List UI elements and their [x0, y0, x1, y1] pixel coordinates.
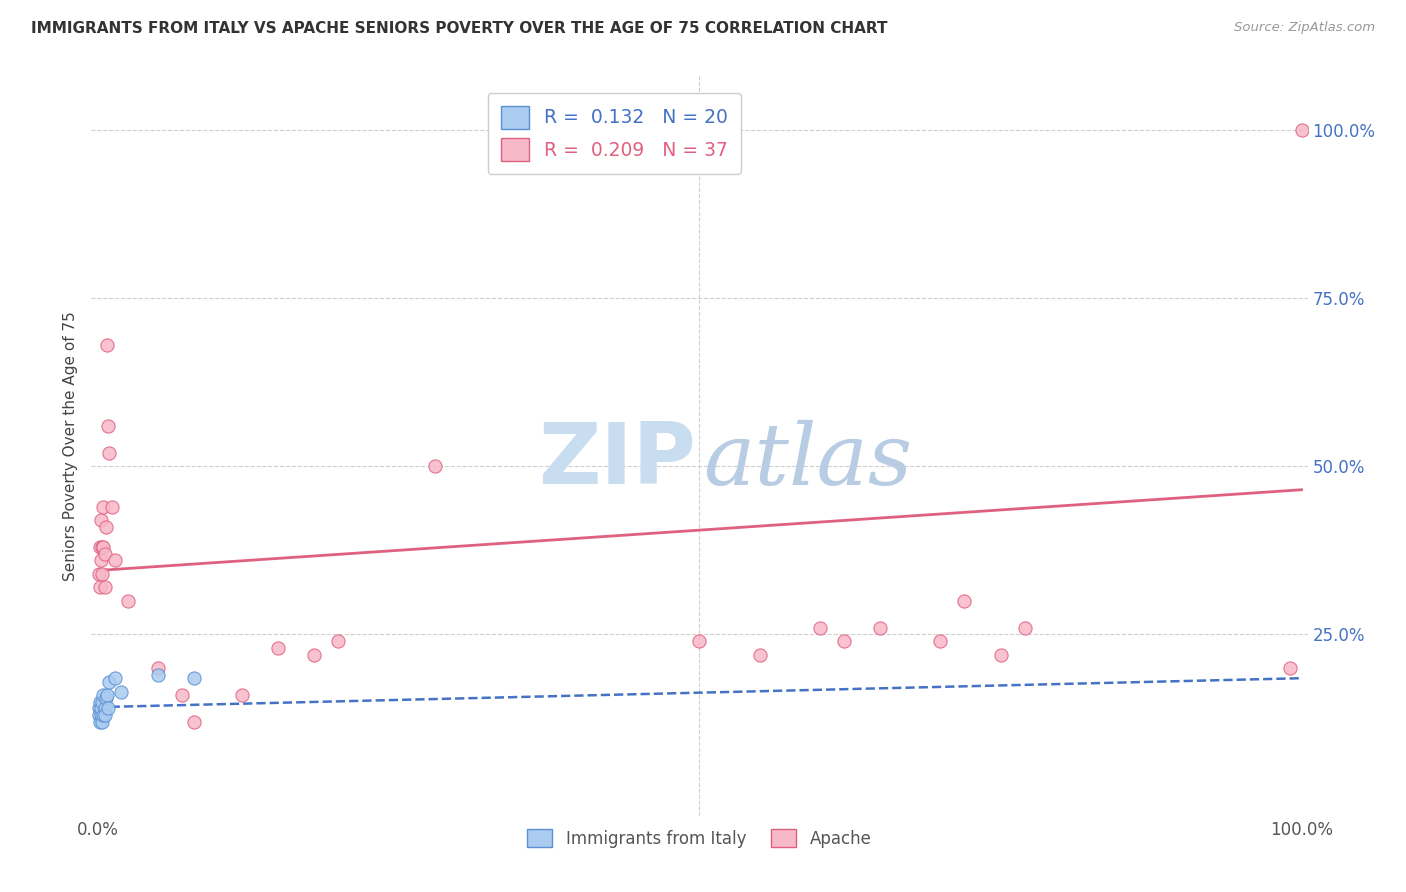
- Point: [89, 540, 111, 554]
- Point: [96, 338, 118, 352]
- Point: [929, 634, 952, 648]
- Point: [97, 701, 120, 715]
- Point: [89, 714, 111, 729]
- Point: [231, 688, 253, 702]
- Point: [183, 714, 205, 729]
- Point: [423, 459, 446, 474]
- Text: Source: ZipAtlas.com: Source: ZipAtlas.com: [1234, 21, 1375, 35]
- Point: [104, 671, 127, 685]
- Point: [90, 701, 112, 715]
- Point: [93, 540, 115, 554]
- Point: [93, 701, 115, 715]
- Text: atlas: atlas: [703, 419, 912, 502]
- Text: ZIP: ZIP: [538, 419, 696, 502]
- Point: [302, 648, 325, 662]
- Text: IMMIGRANTS FROM ITALY VS APACHE SENIORS POVERTY OVER THE AGE OF 75 CORRELATION C: IMMIGRANTS FROM ITALY VS APACHE SENIORS …: [31, 21, 887, 37]
- Point: [832, 634, 855, 648]
- Point: [94, 691, 117, 706]
- Point: [328, 634, 350, 648]
- Point: [98, 674, 121, 689]
- Point: [87, 701, 110, 715]
- Point: [93, 580, 115, 594]
- Point: [93, 708, 115, 723]
- Point: [748, 648, 770, 662]
- Point: [93, 708, 115, 723]
- Point: [90, 708, 112, 723]
- Point: [808, 621, 831, 635]
- Point: [89, 580, 111, 594]
- Point: [990, 648, 1012, 662]
- Point: [117, 594, 139, 608]
- Point: [101, 500, 124, 514]
- Point: [104, 553, 127, 567]
- Point: [96, 688, 118, 702]
- Point: [97, 418, 120, 433]
- Point: [689, 634, 711, 648]
- Point: [93, 500, 115, 514]
- Point: [1278, 661, 1301, 675]
- Point: [183, 671, 205, 685]
- Point: [87, 566, 110, 581]
- Point: [869, 621, 891, 635]
- Point: [91, 714, 114, 729]
- Point: [91, 540, 114, 554]
- Point: [267, 640, 290, 655]
- Point: [146, 661, 169, 675]
- Legend: Immigrants from Italy, Apache: Immigrants from Italy, Apache: [519, 822, 880, 856]
- Point: [1291, 122, 1313, 136]
- Point: [91, 566, 114, 581]
- Point: [98, 446, 121, 460]
- Point: [87, 708, 110, 723]
- Point: [90, 553, 112, 567]
- Point: [170, 688, 193, 702]
- Point: [89, 695, 111, 709]
- Point: [1014, 621, 1036, 635]
- Point: [146, 668, 169, 682]
- Point: [94, 520, 117, 534]
- Point: [93, 547, 115, 561]
- Point: [110, 684, 132, 698]
- Point: [953, 594, 976, 608]
- Point: [91, 695, 114, 709]
- Point: [90, 513, 112, 527]
- Point: [93, 688, 115, 702]
- Y-axis label: Seniors Poverty Over the Age of 75: Seniors Poverty Over the Age of 75: [62, 311, 77, 581]
